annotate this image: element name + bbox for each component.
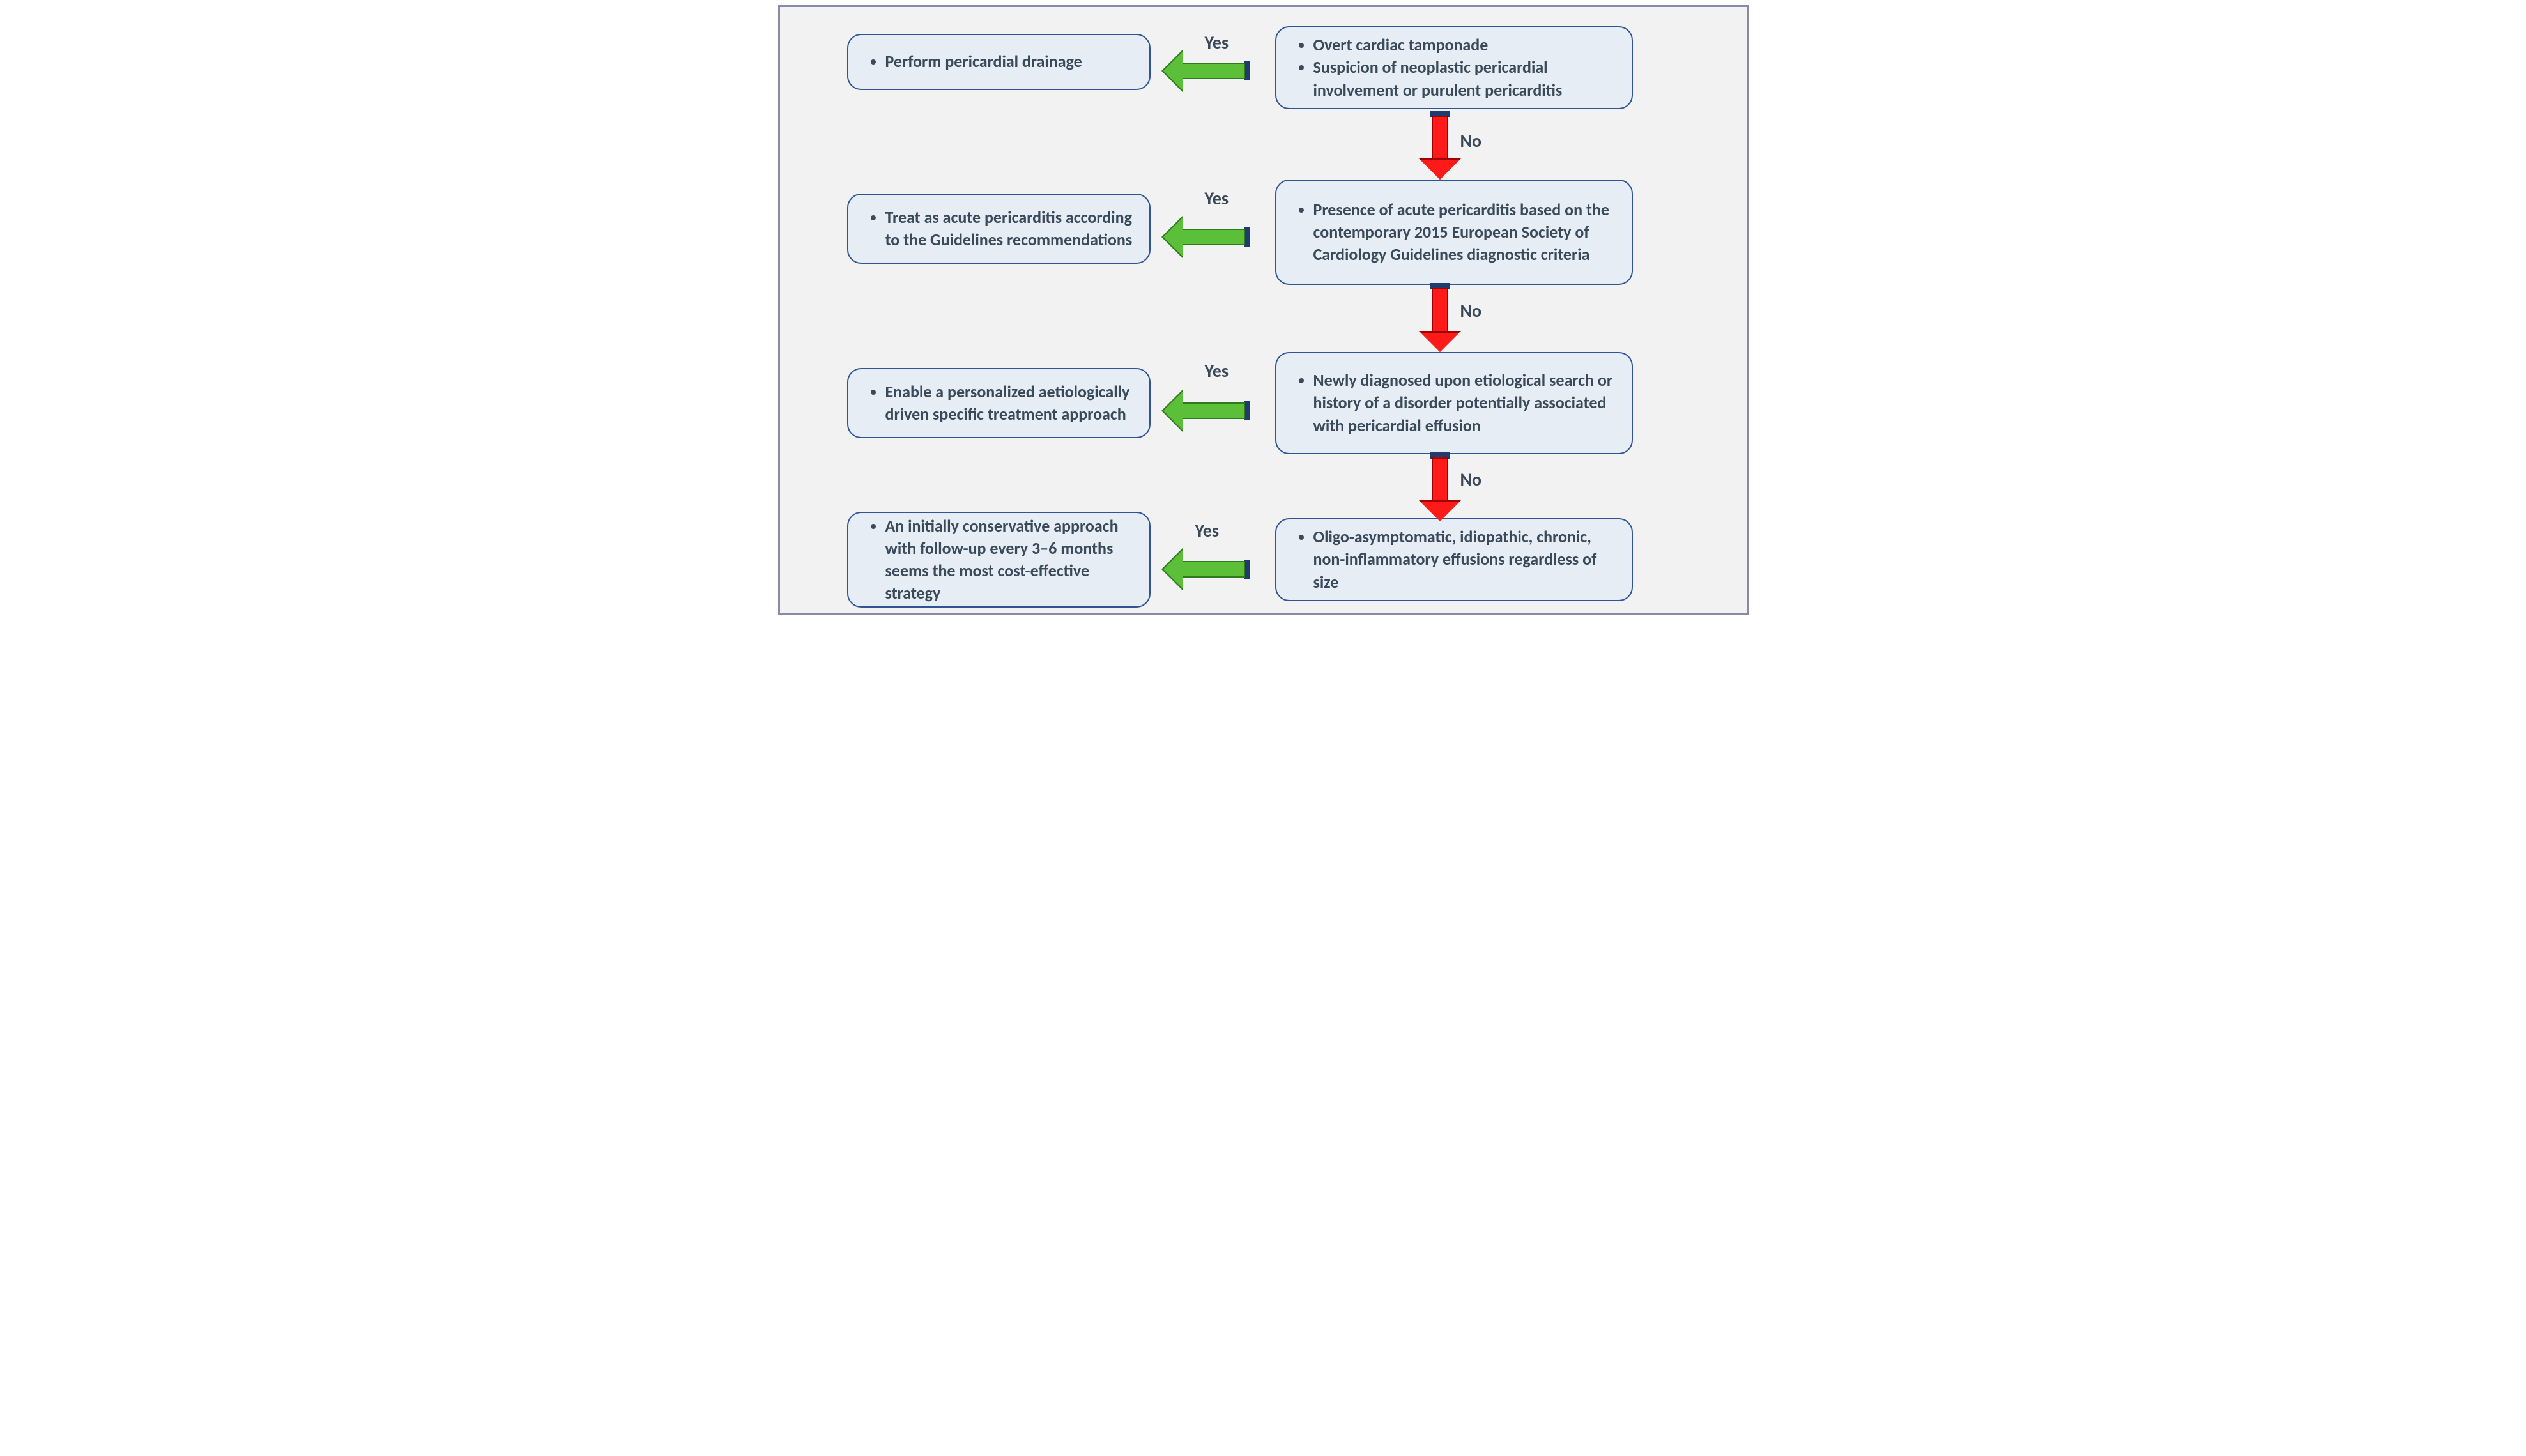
flowchart-frame: Overt cardiac tamponadeSuspicion of neop… — [778, 5, 1749, 615]
action-node-a4-list: An initially conservative approach with … — [860, 515, 1133, 604]
action-node-a3-list: Enable a personalized aetiologically dri… — [860, 381, 1133, 425]
branch-label-no3: No — [1460, 468, 1482, 491]
decision-node-d1: Overt cardiac tamponadeSuspicion of neop… — [1275, 26, 1633, 109]
action-node-a1-item: Perform pericardial drainage — [885, 50, 1082, 73]
decision-node-d2-item: Presence of acute pericarditis based on … — [1313, 199, 1615, 266]
branch-label-yes1: Yes — [1205, 31, 1229, 54]
action-node-a2: Treat as acute pericarditis according to… — [847, 194, 1151, 264]
arrow-no-icon — [1421, 288, 1459, 352]
decision-node-d4: Oligo-asymptomatic, idiopathic, chronic,… — [1275, 518, 1633, 601]
decision-node-d4-list: Oligo-asymptomatic, idiopathic, chronic,… — [1288, 526, 1615, 593]
arrow-yes-icon — [1163, 218, 1245, 256]
decision-node-d1-list: Overt cardiac tamponadeSuspicion of neop… — [1288, 34, 1615, 101]
decision-node-d2-list: Presence of acute pericarditis based on … — [1288, 199, 1615, 266]
action-node-a3-item: Enable a personalized aetiologically dri… — [885, 381, 1133, 425]
decision-node-d4-item: Oligo-asymptomatic, idiopathic, chronic,… — [1313, 526, 1615, 593]
action-node-a3: Enable a personalized aetiologically dri… — [847, 368, 1151, 438]
action-node-a1: Perform pericardial drainage — [847, 34, 1151, 90]
decision-node-d3-list: Newly diagnosed upon etiological search … — [1288, 369, 1615, 436]
decision-node-d2: Presence of acute pericarditis based on … — [1275, 180, 1633, 285]
branch-label-yes3: Yes — [1205, 360, 1229, 382]
action-node-a4: An initially conservative approach with … — [847, 512, 1151, 608]
action-node-a4-item: An initially conservative approach with … — [885, 515, 1133, 604]
branch-label-yes4: Yes — [1195, 519, 1220, 542]
branch-label-yes2: Yes — [1205, 187, 1229, 210]
branch-label-no1: No — [1460, 130, 1482, 152]
arrow-no-icon — [1421, 116, 1459, 180]
action-node-a1-list: Perform pericardial drainage — [860, 50, 1082, 73]
action-node-a2-item: Treat as acute pericarditis according to… — [885, 206, 1133, 251]
decision-node-d3-item: Newly diagnosed upon etiological search … — [1313, 369, 1615, 436]
decision-node-d1-item: Suspicion of neoplastic pericardial invo… — [1313, 56, 1615, 101]
action-node-a2-list: Treat as acute pericarditis according to… — [860, 206, 1133, 251]
arrow-yes-icon — [1163, 52, 1245, 90]
arrow-yes-icon — [1163, 392, 1245, 430]
decision-node-d1-item: Overt cardiac tamponade — [1313, 34, 1615, 56]
decision-node-d3: Newly diagnosed upon etiological search … — [1275, 352, 1633, 454]
arrow-yes-icon — [1163, 550, 1245, 588]
arrow-no-icon — [1421, 457, 1459, 521]
branch-label-no2: No — [1460, 300, 1482, 322]
